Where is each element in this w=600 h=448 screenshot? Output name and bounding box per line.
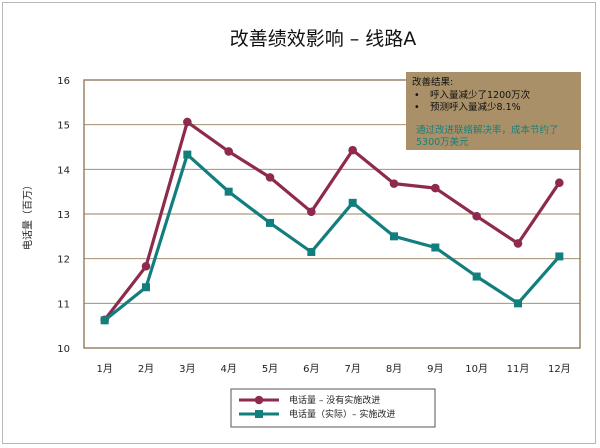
annotation-heading: 改善结果: — [412, 76, 453, 88]
data-point-square — [266, 218, 274, 227]
x-tick-label: 3月 — [179, 363, 195, 375]
y-axis-label: 电话量（百万） — [21, 180, 34, 250]
plot-area-border — [83, 79, 581, 349]
y-axis-ticks: 10 11 12 13 14 15 16 — [57, 76, 70, 355]
data-point-circle — [472, 211, 481, 221]
x-tick-label: 12月 — [548, 363, 571, 375]
series-line-1 — [103, 153, 561, 322]
x-axis-ticks: 1月 2月 3月 4月 5月 6月 7月 8月 9月 10月 11月 12月 — [96, 363, 570, 375]
data-point-square — [555, 252, 564, 261]
chart-title: 改善绩效影响 – 线路A — [230, 28, 417, 50]
gridlines — [84, 124, 580, 304]
data-point-circle — [265, 173, 275, 182]
annotation-bullet: 呼入量减少了1200万次 — [430, 89, 531, 101]
y-tick-label: 10 — [57, 344, 70, 355]
legend-label-actual: 电话量（实际）– 实施改进 — [289, 408, 395, 420]
y-tick-label: 13 — [57, 210, 70, 221]
y-tick-label: 11 — [57, 299, 70, 310]
x-tick-label: 7月 — [344, 363, 360, 375]
x-tick-label: 4月 — [220, 363, 236, 375]
data-point-square — [514, 299, 522, 308]
data-point-square — [348, 198, 357, 207]
y-tick-label: 15 — [57, 121, 70, 132]
x-tick-label: 5月 — [262, 363, 278, 375]
x-tick-label: 6月 — [303, 363, 319, 375]
data-point-circle — [389, 179, 399, 188]
annotation-highlight: 5300万美元 — [416, 136, 469, 148]
data-point-square — [431, 243, 440, 252]
annotation-highlight: 通过改进联络解决率，成本节约了 — [416, 124, 559, 136]
data-point-square — [307, 247, 316, 256]
legend-marker-square — [255, 410, 263, 418]
x-tick-label: 10月 — [465, 363, 488, 375]
line-chart: 改善绩效影响 – 线路A 电话量（百万） 10 11 12 13 14 15 16 1月 2月… — [21, 28, 581, 428]
annotation-background — [406, 72, 581, 150]
data-point-circle — [307, 207, 316, 217]
data-point-circle — [183, 117, 192, 127]
data-point-circle — [431, 183, 440, 193]
x-tick-label: 9月 — [427, 363, 443, 375]
annotation-bullet-marker: • — [414, 102, 420, 113]
legend: 电话量 – 没有实施改进 电话量（实际）– 实施改进 — [230, 388, 436, 428]
legend-label-no-improvement: 电话量 – 没有实施改进 — [289, 394, 380, 406]
series-lines — [100, 117, 564, 325]
y-tick-label: 14 — [57, 165, 70, 176]
chart-frame: 改善绩效影响 – 线路A 电话量（百万） 10 11 12 13 14 15 16 1月 2月… — [2, 2, 596, 444]
data-point-circle — [224, 147, 233, 156]
data-point-circle — [348, 145, 357, 155]
data-point-square — [224, 187, 233, 196]
data-point-circle — [141, 261, 151, 271]
x-tick-label: 8月 — [386, 363, 402, 375]
legend-box — [230, 388, 436, 428]
data-point-square — [390, 232, 398, 241]
data-point-circle — [555, 178, 564, 188]
data-point-circle — [513, 239, 523, 248]
annotation-box: 改善结果: • 呼入量减少了1200万次 • 预测呼入量减少8.1% 通过改进联… — [406, 72, 581, 150]
series-line-0 — [103, 120, 561, 321]
data-point-square — [100, 316, 109, 325]
data-point-square — [183, 150, 192, 159]
annotation-bullet-marker: • — [414, 90, 420, 101]
data-point-square — [472, 272, 481, 281]
x-tick-label: 1月 — [96, 363, 112, 375]
x-tick-label: 11月 — [507, 363, 530, 375]
y-tick-label: 12 — [57, 255, 70, 266]
data-point-square — [142, 283, 150, 292]
x-tick-label: 2月 — [138, 363, 154, 375]
annotation-bullet: 预测呼入量减少8.1% — [430, 101, 521, 113]
y-tick-label: 16 — [57, 76, 70, 87]
legend-marker-circle — [254, 395, 264, 405]
